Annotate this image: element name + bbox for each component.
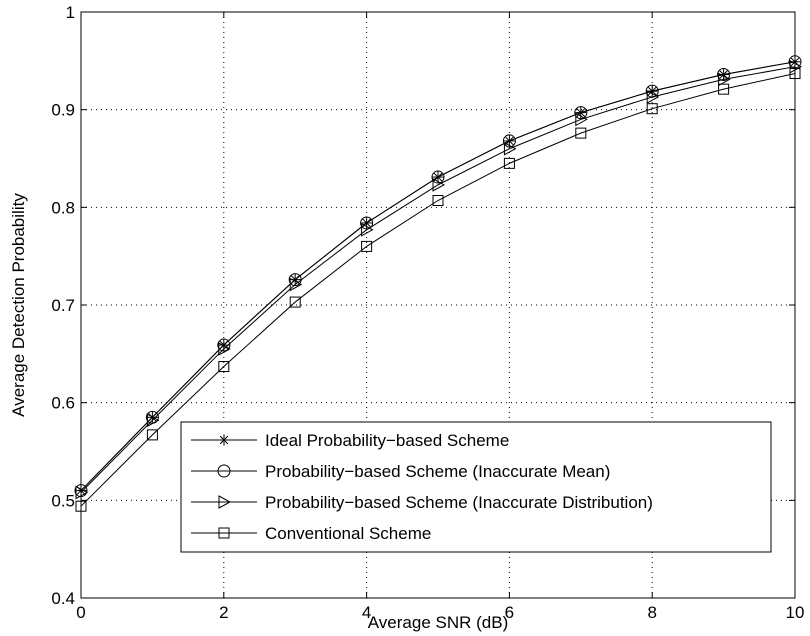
triangle-marker [718,72,731,87]
triangle-marker [789,59,803,74]
legend-entry: Probability−based Scheme (Inaccurate Mea… [191,462,610,481]
triangle-marker [432,178,446,192]
square-marker [289,296,301,308]
legend: Ideal Probability−based Scheme Probabili… [180,421,772,553]
axis-ticks: 0 2 4 6 8 10 0.4 0.5 0.6 0.7 0.8 0.9 1 [51,3,804,622]
circle-marker [74,484,88,498]
series-line [80,61,796,491]
square-marker [575,127,587,139]
circle-marker [502,134,516,148]
legend-entry: Probability−based Scheme (Inaccurate Dis… [191,493,653,512]
series-line [80,66,796,493]
y-tick-label: 0.4 [51,589,75,608]
y-tick-label: 0.6 [51,394,75,413]
legend-entry: Conventional Scheme [191,524,431,543]
square-marker [789,68,801,80]
asterisk-marker [218,434,230,446]
circle-marker [574,106,588,120]
circle-marker [217,464,231,478]
y-tick-label: 0.5 [51,491,75,510]
circle-marker [360,216,374,230]
x-tick-label: 0 [76,603,85,622]
circle-marker [788,55,802,69]
square-marker [218,361,230,373]
x-tick-label: 8 [647,603,656,622]
circle-marker [717,68,731,82]
square-marker [146,429,158,441]
x-tick-label: 2 [219,603,228,622]
circle-marker [217,338,231,352]
y-tick-label: 0.9 [51,101,75,120]
legend-box [180,421,772,553]
square-marker [503,157,515,169]
triangle-marker [503,141,517,156]
legend-label: Probability−based Scheme (Inaccurate Mea… [265,462,610,481]
x-axis-label: Average SNR (dB) [368,613,508,632]
legend-label: Conventional Scheme [265,524,431,543]
legend-label: Ideal Probability−based Scheme [265,431,509,450]
y-tick-label: 0.8 [51,198,75,217]
series-group [74,55,803,512]
triangle-marker [646,90,660,104]
legend-label: Probability−based Scheme (Inaccurate Dis… [265,493,653,512]
x-tick-label: 4 [362,603,371,622]
x-tick-label: 6 [505,603,514,622]
circle-marker [431,170,445,184]
triangle-marker [75,485,89,500]
square-marker [361,240,373,252]
x-tick-label: 10 [786,603,805,622]
square-marker [718,83,730,95]
y-axis-label: Average Detection Probability [9,193,28,417]
square-marker [432,194,444,206]
y-tick-label: 0.7 [51,296,75,315]
series-line [80,73,796,507]
y-tick-label: 1 [66,3,75,22]
square-marker [75,500,87,512]
triangle-marker [218,342,231,356]
triangle-marker [361,222,374,237]
series-1 [74,55,802,498]
legend-entry: Ideal Probability−based Scheme [191,431,509,450]
triangle-marker [146,413,160,428]
asterisk-stroke [219,435,229,445]
triangle-marker [289,277,303,292]
series-3 [75,68,801,512]
series-2 [75,59,803,500]
triangle-marker [575,112,588,127]
triangle-marker [218,495,232,509]
square-marker [218,527,230,539]
square-marker [646,103,658,115]
